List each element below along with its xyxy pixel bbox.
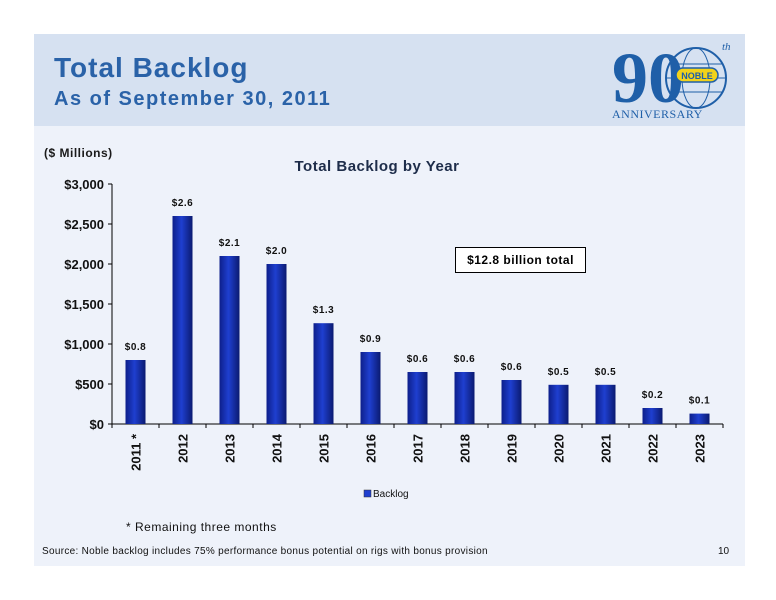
bar [266,264,287,424]
bar [313,323,334,424]
bar-data-label: $0.9 [360,334,381,345]
bar-data-label: $1.3 [313,305,334,316]
x-tick-label: 2014 [270,433,285,463]
bar-data-label: $2.0 [266,246,287,257]
bar [501,380,522,424]
bar-data-label: $0.5 [595,367,616,378]
y-tick-label: $1,000 [64,337,104,352]
y-tick-label: $3,000 [64,177,104,192]
x-tick-label: 2023 [693,434,708,463]
x-tick-label: 2011 * [129,433,144,471]
bar [548,384,569,424]
x-tick-label: 2018 [458,434,473,463]
x-tick-label: 2021 [599,434,614,463]
slide-title: Total Backlog [54,52,249,83]
bar [454,372,475,424]
legend-swatch [363,489,372,498]
bar-data-label: $0.8 [125,342,146,353]
slide-subtitle: As of September 30, 2011 [54,88,332,110]
bar [642,408,663,424]
bar-data-label: $0.6 [454,354,475,365]
source-note: Source: Noble backlog includes 75% perfo… [42,546,488,557]
x-tick-label: 2012 [176,434,191,463]
page-number: 10 [718,546,730,557]
footnote: * Remaining three months [126,520,277,534]
bar [172,216,193,424]
bar-data-label: $0.5 [548,367,569,378]
y-tick-label: $2,500 [64,217,104,232]
logo-caption: ANNIVERSARY [612,107,703,121]
x-tick-label: 2020 [552,434,567,463]
bar-data-label: $0.6 [501,362,522,373]
bar [219,256,240,424]
bar [407,372,428,424]
bar-data-label: $2.6 [172,198,193,209]
units-label: ($ Millions) [44,146,113,160]
bar-data-label: $0.1 [689,396,710,407]
x-tick-label: 2019 [505,434,520,463]
bar [689,413,710,424]
header-band [34,34,745,126]
x-tick-label: 2015 [317,434,332,463]
bar [125,360,146,424]
bar-data-label: $2.1 [219,238,240,249]
bar-data-label: $0.2 [642,390,663,401]
bar-data-label: $0.6 [407,354,428,365]
chart-title: Total Backlog by Year [294,158,460,175]
logo-brand: NOBLE [681,71,713,81]
y-tick-label: $1,500 [64,297,104,312]
logo-superscript: th [722,41,731,53]
y-tick-label: $0 [90,417,104,432]
x-tick-label: 2013 [223,434,238,463]
bar [360,352,381,424]
x-tick-label: 2016 [364,434,379,463]
noble-90th-anniversary-logo: 90 th NOBLE ANNIVERSARY [612,38,731,121]
total-backlog-callout: $12.8 billion total [455,247,586,273]
y-tick-label: $2,000 [64,257,104,272]
x-tick-label: 2017 [411,434,426,463]
bar [595,384,616,424]
x-tick-label: 2022 [646,434,661,463]
legend-label: Backlog [373,489,409,500]
y-tick-label: $500 [75,377,104,392]
